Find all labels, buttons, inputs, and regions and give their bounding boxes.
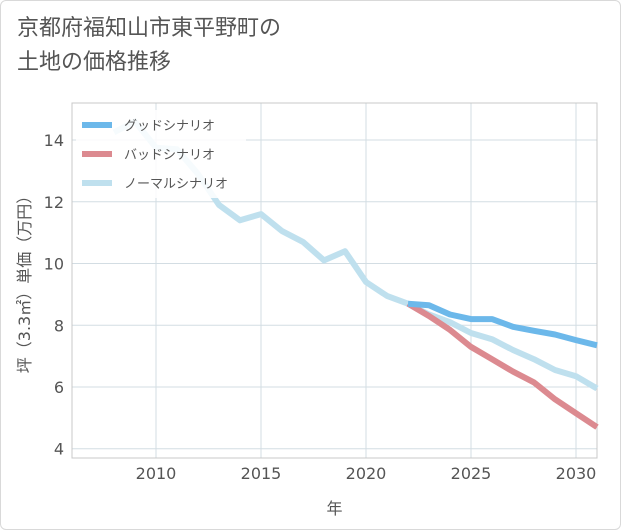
legend-label: ノーマルシナリオ [124,177,228,192]
y-tick-label: 6 [54,378,64,397]
x-tick-label: 2010 [136,464,177,483]
plot-frame [71,102,598,459]
x-tick-label: 2025 [451,464,492,483]
tick-labels: 2010 2015 2020 2025 2030 4 6 8 10 12 14 [44,131,597,483]
y-tick-label: 4 [54,440,64,459]
x-tick-label: 2030 [556,464,597,483]
y-tick-label: 10 [44,255,64,274]
y-tick-label: 8 [54,316,64,335]
chart-title: 京都府福知山市東平野町の 土地の価格推移 [17,16,282,75]
legend-label: グッドシナリオ [124,119,215,134]
series-line-0 [407,300,598,349]
legend-label: バッドシナリオ [124,148,215,163]
y-tick-label: 14 [44,131,64,150]
y-axis-label: 坪（3.3㎡）単価（万円） [15,188,34,373]
x-tick-label: 2015 [241,464,282,483]
x-tick-label: 2020 [346,464,387,483]
y-tick-label: 12 [44,193,64,212]
x-axis-label: 年 [326,499,342,518]
series-line-1 [406,301,599,430]
